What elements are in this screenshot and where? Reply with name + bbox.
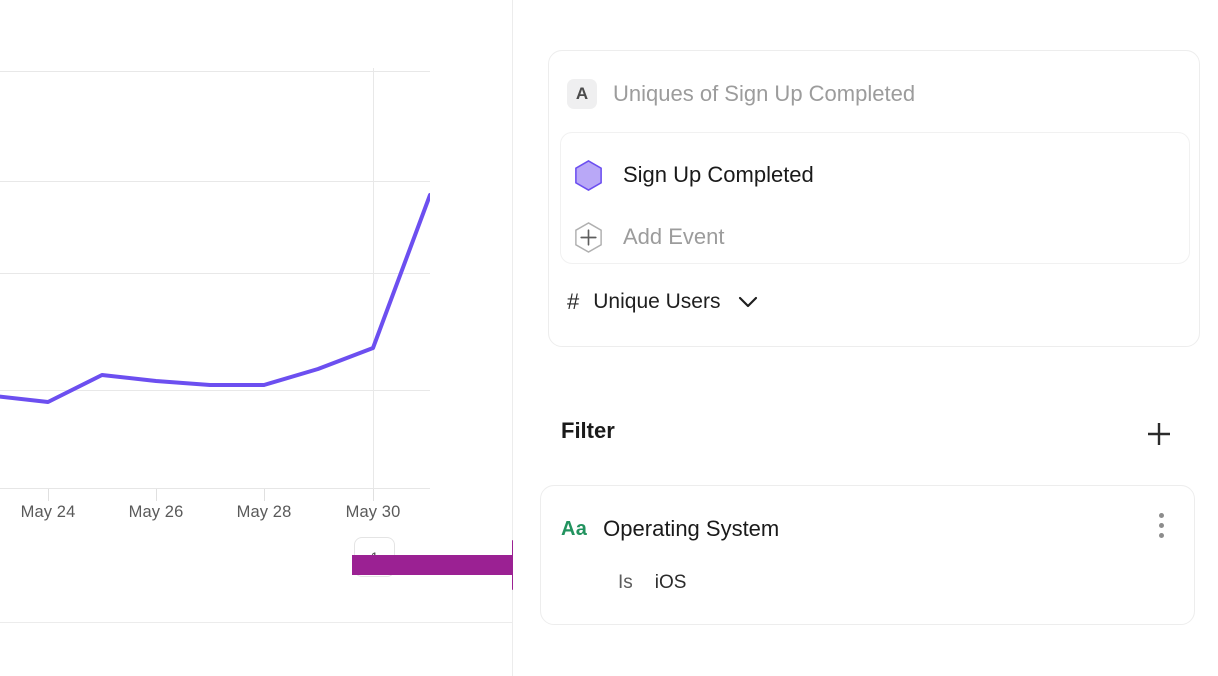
x-axis-tick [264,489,265,501]
gridline-horizontal [0,71,430,72]
metric-letter-badge: A [567,79,597,109]
metric-card: A Uniques of Sign Up Completed Sign Up C… [548,50,1200,347]
event-group: Sign Up Completed Add Event [560,132,1190,264]
filter-value: iOS [654,572,687,593]
filter-section-title: Filter [561,418,615,443]
hexagon-filled-icon [575,159,602,191]
x-axis-label-3: May 30 [345,503,401,521]
text-type-icon: Aa [561,517,588,540]
add-filter-button[interactable] [1141,416,1177,452]
menu-dot [1158,512,1164,518]
kebab-menu-icon[interactable] [1148,508,1174,542]
chart-pane: May 24 May 26 May 28 May 30 1 [0,0,512,676]
hash-icon: # [567,289,580,314]
x-axis-tick [373,489,374,501]
gridline-horizontal [0,273,430,274]
metric-title: Uniques of Sign Up Completed [613,81,916,106]
series-line-sign-up-completed [0,193,430,404]
filter-operator: Is [618,572,633,593]
filter-header: Filter [561,418,1191,454]
plus-icon [1148,423,1170,445]
menu-dot [1158,532,1164,538]
event-row-sign-up-completed[interactable]: Sign Up Completed [572,151,1172,199]
query-builder-panel: A Uniques of Sign Up Completed Sign Up C… [513,0,1218,676]
pane-divider [512,0,513,676]
menu-dot [1158,522,1164,528]
metric-title-row[interactable]: A Uniques of Sign Up Completed [567,72,915,116]
x-axis-line [0,488,430,489]
gridline-horizontal [0,181,430,182]
filter-property-name: Operating System [603,516,780,541]
filter-condition-row[interactable]: Is iOS [618,568,686,598]
measure-label: Unique Users [593,290,721,313]
event-label: Sign Up Completed [623,162,814,187]
add-event-label: Add Event [623,224,725,249]
gridline-vertical [373,68,374,489]
x-axis-label-1: May 26 [128,503,184,521]
filter-property-row[interactable]: Aa Operating System [561,511,779,547]
horizontal-divider [0,622,512,623]
x-axis-label-0: May 24 [20,503,76,521]
gridline-horizontal [0,390,430,391]
chevron-down-icon [738,296,758,309]
x-axis-tick [48,489,49,501]
x-axis-label-2: May 28 [236,503,292,521]
hexagon-plus-icon [575,221,602,253]
line-chart[interactable] [0,0,430,489]
range-badge[interactable]: 1 [354,537,395,577]
filter-card-operating-system[interactable]: Aa Operating System Is iOS [540,485,1195,625]
x-axis-tick [156,489,157,501]
measure-selector[interactable]: # Unique Users [567,282,758,322]
add-event-row[interactable]: Add Event [572,213,1172,261]
